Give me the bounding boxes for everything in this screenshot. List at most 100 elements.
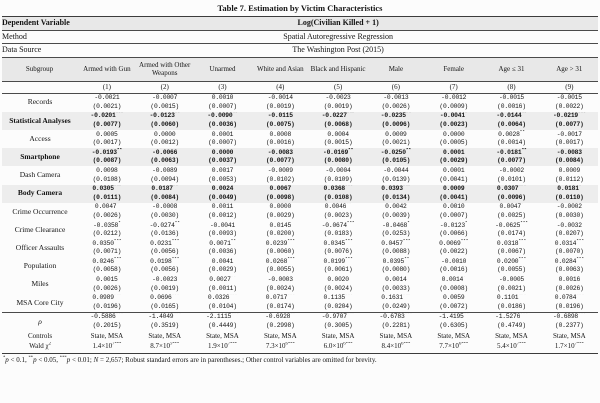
estimate-value: -0.6783*** (379, 312, 413, 321)
estimate-value: 0.0345*** (323, 239, 353, 247)
standard-error: (0.2015) (92, 322, 122, 330)
row-label: Smartphone (2, 148, 78, 167)
data-cell: 0.0046** (0.0023) (309, 203, 367, 221)
estimate-value: -0.0003 (267, 276, 293, 284)
standard-error: (0.0136) (150, 230, 180, 238)
controls-value: State, MSA (148, 331, 182, 340)
data-cell: 0.0028** (0.0014) (483, 130, 541, 148)
data-cell: -0.0041 (0.0093) (194, 221, 252, 239)
estimate-value: 0.0047* (499, 202, 524, 211)
significance-stars: *** (287, 257, 295, 262)
estimate-value: 0.0696*** (150, 293, 180, 302)
standard-error: (0.0077) (265, 157, 295, 165)
standard-error: (0.0077) (497, 157, 526, 165)
controls-label: Controls (27, 331, 53, 340)
significance-stars: ** (405, 111, 411, 117)
estimate-value: 0.0989*** (92, 293, 122, 302)
estimate-value: 0.0239*** (265, 239, 295, 247)
data-cell: 0.0014* (0.0008) (425, 276, 483, 294)
wald-exponent: 6*** (285, 341, 295, 346)
table-row: Crime Clearance -0.0358* (0.0212) -0.0274**… (2, 221, 598, 239)
estimate-value: -0.0021 (94, 94, 120, 102)
data-cell: 0.0784*** (0.0196) (540, 294, 598, 313)
estimate-value: -0.0083 (556, 148, 582, 156)
estimate-value: -0.0123** (149, 111, 180, 120)
estimate-value: -0.0144** (496, 111, 527, 120)
estimate-value: 0.0000 (269, 203, 292, 211)
significance-stars: *** (287, 293, 295, 299)
standard-error: (0.0041) (439, 193, 468, 201)
subgroup-name: Age ≤ 31 (482, 57, 541, 82)
estimate-value: -0.0023 (325, 94, 351, 102)
significance-stars: *** (576, 239, 584, 244)
data-cell: -0.0015 (0.0022) (540, 93, 598, 112)
standard-error: (0.0088) (381, 248, 411, 256)
estimate-value: -0.0032 (556, 221, 582, 229)
standard-error: (0.0016) (265, 139, 295, 147)
data-cell: 0.0395** (0.0080) (367, 257, 425, 275)
data-cell: 0.0067 (0.0098) (251, 184, 310, 203)
table-row: Body Camera 0.0305*** (0.0111) 0.0187** (0.0… (2, 184, 599, 203)
table-title: Table 7. Estimation by Victim Characteri… (217, 3, 383, 13)
standard-error: (0.0084) (555, 157, 584, 165)
significance-stars: ** (174, 111, 180, 117)
data-cell: -0.0041* (0.0023) (424, 111, 483, 131)
wald-value: 7.7×106*** (424, 341, 483, 355)
significance-stars: *** (113, 257, 122, 262)
standard-error: (0.0072) (439, 302, 468, 310)
standard-error: (0.0019) (150, 284, 180, 292)
standard-error: (0.0093) (208, 230, 237, 238)
standard-error: (0.0196) (92, 302, 122, 310)
subgroup-name: Armed with Gun (78, 57, 136, 82)
data-cell: 0.0069*** (0.0022) (425, 239, 483, 257)
data-cell: -0.0005 (0.0021) (483, 276, 541, 294)
data-cell: 0.0145 (0.0200) (251, 221, 309, 239)
standard-error: (0.0084) (150, 193, 180, 201)
data-cell: 0.0010 (0.0007) (425, 203, 483, 221)
estimate-value: -0.6898*** (552, 312, 586, 321)
data-cell: 0.0717*** (0.0174) (251, 294, 309, 313)
data-cell: -0.5886*** (0.2015) (78, 311, 136, 332)
estimate-value: -0.0250** (380, 148, 411, 156)
significance-stars: *** (518, 239, 527, 244)
data-cell: -0.0023 (0.0019) (136, 276, 194, 294)
standard-error: (0.0108) (92, 175, 122, 183)
estimate-value: -0.0041* (439, 111, 468, 120)
data-cell: -1.4049*** (0.3519) (135, 311, 194, 332)
data-cell: 0.0009 (0.0041) (424, 184, 483, 203)
significance-stars: * (463, 275, 466, 280)
estimate-value: -0.0023 (152, 276, 178, 284)
row-label: ρ (2, 311, 78, 332)
standard-error: (0.0196) (555, 302, 584, 310)
estimate-value: 0.0010 (211, 94, 234, 102)
significance-stars: *** (229, 293, 238, 299)
row-label: Miles (31, 279, 49, 289)
row-label: Population (23, 261, 57, 271)
data-cell: -0.0235** (0.0096) (366, 111, 425, 131)
data-cell: -0.0013 (0.0026) (367, 93, 425, 112)
data-cell: 0.0181* (0.0110) (540, 184, 599, 203)
controls-value: State, MSA (90, 331, 124, 340)
significance-stars: ** (346, 202, 352, 208)
data-cell: 0.0268*** (0.0055) (251, 257, 309, 275)
data-cell: -0.0169** (0.0080) (309, 148, 367, 167)
subgroup-name: Female (424, 57, 483, 82)
paper-page: Table 7. Estimation by Victim Characteri… (2, 3, 599, 364)
controls-value: State, MSA (437, 331, 471, 340)
estimate-value: -0.0181** (496, 148, 527, 156)
estimate-value: 0.0395** (382, 257, 410, 265)
standard-error: (0.0056) (150, 248, 180, 256)
standard-error: (0.2281) (381, 322, 411, 330)
data-cell: -0.0023 (0.0019) (309, 93, 367, 112)
data-cell: 0.0042 (0.0039) (367, 203, 425, 221)
empty-cell (2, 81, 78, 94)
footnote-stars: * (3, 354, 6, 360)
data-cell: -0.9707*** (0.3005) (309, 311, 367, 332)
estimate-value: -0.6928** (265, 312, 296, 321)
standard-error: (0.0011) (208, 284, 237, 292)
subgroup-name: Armed with Other Weapons (135, 57, 194, 82)
significance-stars: *** (518, 257, 527, 262)
data-cell: 0.0001 (0.0007) (194, 130, 252, 148)
estimate-value: 0.0368*** (323, 184, 353, 193)
significance-stars: *** (346, 111, 355, 117)
